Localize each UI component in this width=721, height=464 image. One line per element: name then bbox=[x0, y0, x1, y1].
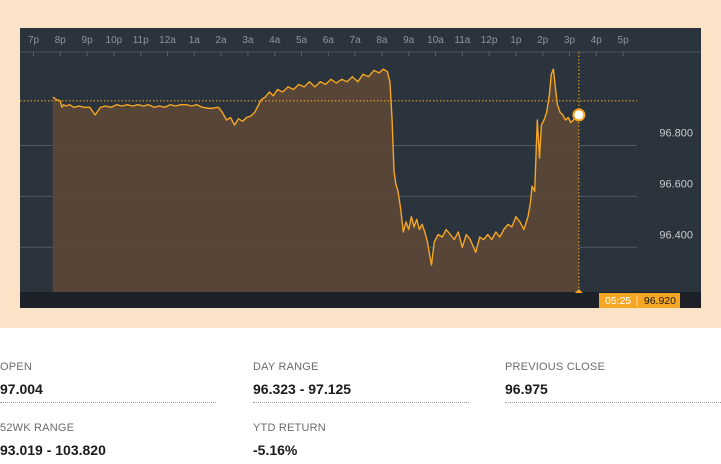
stat-divider bbox=[253, 402, 469, 403]
x-tick-label: 6a bbox=[323, 35, 335, 46]
bottom-band bbox=[20, 292, 701, 308]
stat-52wk-range: 52WK RANGE 93.019 - 103.820 bbox=[0, 421, 216, 459]
price-area bbox=[52, 69, 579, 292]
time-axis-band bbox=[20, 28, 701, 52]
stat-open-value: 97.004 bbox=[0, 381, 43, 397]
price-line bbox=[52, 68, 580, 266]
x-tick-label: 1p bbox=[510, 35, 522, 46]
y-tick-label: 96.800 bbox=[659, 127, 693, 139]
price-chart[interactable]: 7p 8p 9p 10p 11p 12a 1a 2a 3a 4a 5a 6a 7a 8a 9a 10a 11a 1… bbox=[20, 28, 701, 308]
last-time-label: 05:25 bbox=[605, 295, 631, 307]
x-tick-label: 3a bbox=[242, 35, 254, 46]
x-tick-label: 8a bbox=[376, 35, 388, 46]
stat-day-range: DAY RANGE 96.323 - 97.125 bbox=[253, 360, 469, 403]
x-tick-label: 5p bbox=[618, 35, 630, 46]
stat-day-range-value: 96.323 - 97.125 bbox=[253, 381, 352, 397]
badge-pointer bbox=[574, 289, 583, 293]
stat-divider bbox=[505, 402, 721, 403]
stat-ytd-return-value: -5.16% bbox=[253, 442, 298, 458]
x-tick-label: 2p bbox=[537, 35, 549, 46]
x-tick-label: 8p bbox=[55, 35, 67, 46]
y-tick-label: 96.600 bbox=[659, 178, 693, 190]
x-tick-label: 12a bbox=[159, 35, 176, 46]
last-value-marker bbox=[572, 108, 586, 122]
x-tick-label: 11p bbox=[133, 35, 149, 46]
x-tick-label: 9p bbox=[82, 35, 94, 46]
x-tick-label: 12p bbox=[481, 35, 498, 46]
x-tick-label: 3p bbox=[564, 35, 576, 46]
x-tick-label: 11a bbox=[454, 35, 470, 46]
stat-previous-close: PREVIOUS CLOSE 96.975 bbox=[505, 360, 721, 403]
last-value-badge bbox=[599, 293, 680, 308]
stat-previous-close-value: 96.975 bbox=[505, 381, 548, 397]
x-tick-label: 4p bbox=[591, 35, 603, 46]
x-tick-label: 2a bbox=[216, 35, 228, 46]
stat-divider bbox=[0, 402, 216, 403]
x-tick-label: 5a bbox=[296, 35, 308, 46]
stat-52wk-range-label: 52WK RANGE bbox=[0, 422, 75, 434]
stat-52wk-range-value: 93.019 - 103.820 bbox=[0, 442, 106, 458]
x-tick-label: 1a bbox=[189, 35, 201, 46]
chart-panel: 7p 8p 9p 10p 11p 12a 1a 2a 3a 4a 5a 6a 7a 8a 9a 10a 11a 1… bbox=[20, 28, 701, 308]
x-tick-label: 4a bbox=[269, 35, 281, 46]
x-tick-label: 10p bbox=[106, 35, 123, 46]
stat-previous-close-label: PREVIOUS CLOSE bbox=[505, 361, 605, 373]
stat-ytd-return-label: YTD RETURN bbox=[253, 422, 326, 434]
stat-day-range-label: DAY RANGE bbox=[253, 361, 319, 373]
stat-ytd-return: YTD RETURN -5.16% bbox=[253, 421, 469, 459]
last-value-label: 96.920 bbox=[644, 295, 676, 307]
x-tick-label: 9a bbox=[403, 35, 415, 46]
stat-open: OPEN 97.004 bbox=[0, 360, 216, 403]
stat-open-label: OPEN bbox=[0, 361, 32, 373]
chart-frame: 7p 8p 9p 10p 11p 12a 1a 2a 3a 4a 5a 6a 7a 8a 9a 10a 11a 1… bbox=[0, 0, 721, 328]
x-tick-label: 7a bbox=[350, 35, 362, 46]
x-tick-label: 10a bbox=[427, 35, 444, 46]
x-tick-label: 7p bbox=[28, 35, 40, 46]
y-tick-label: 96.400 bbox=[659, 229, 693, 241]
